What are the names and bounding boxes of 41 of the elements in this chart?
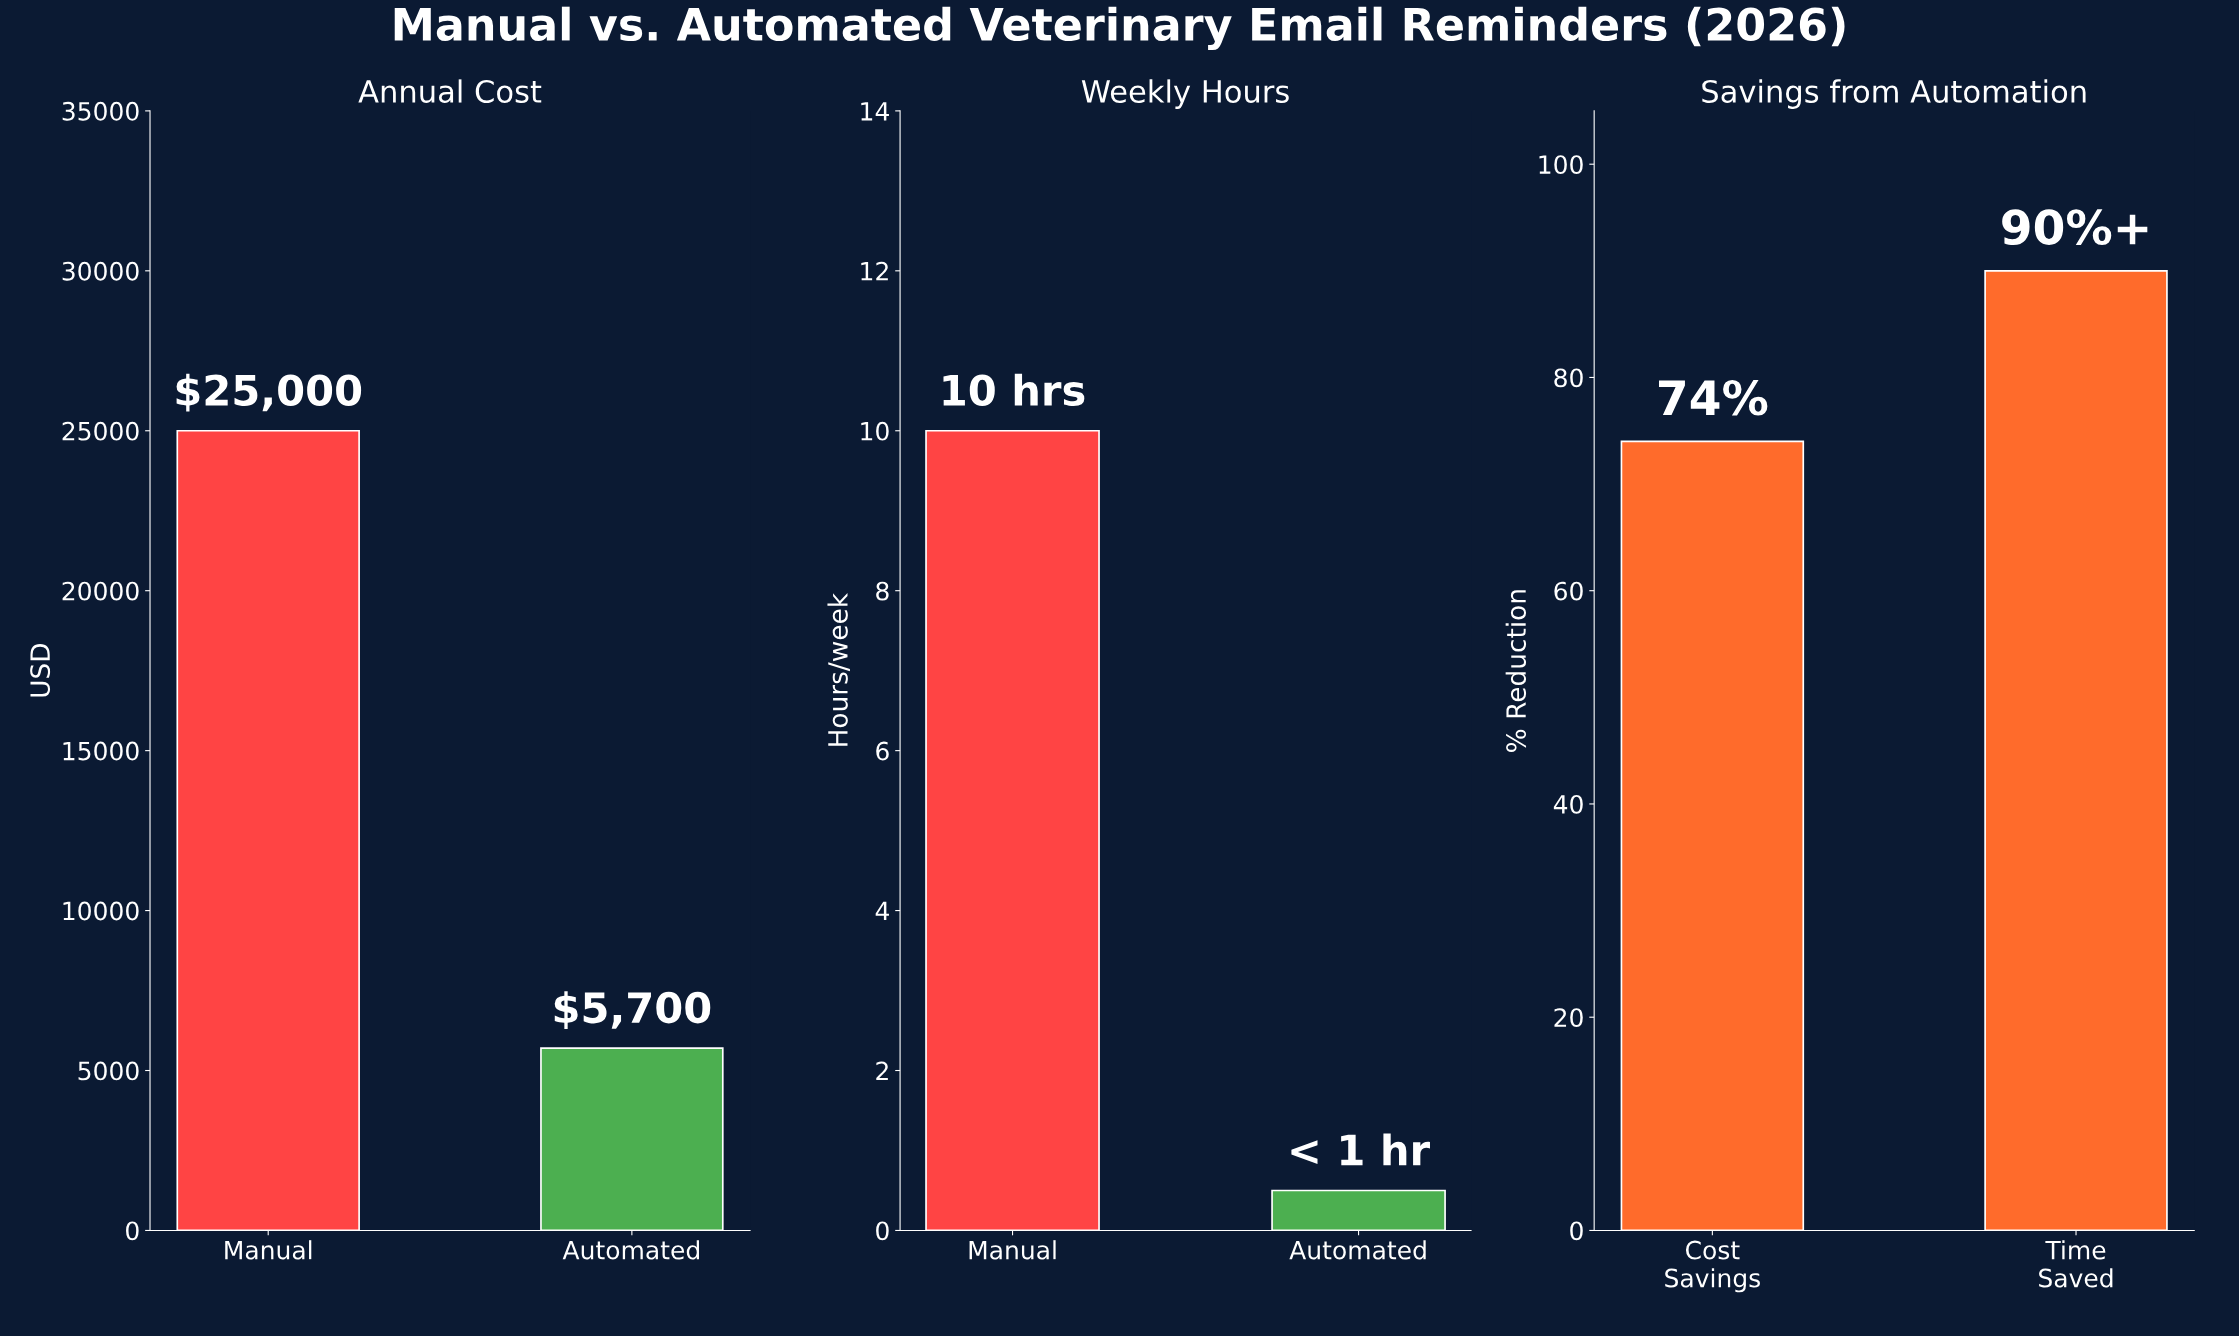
x-tick-label: Manual [225,1240,312,1260]
y-tick-label: 12 [861,261,888,281]
chart-title: Savings from Automation [1702,79,2086,109]
y-tick-label: 6 [876,741,889,761]
data-label: $5,700 [554,991,711,1029]
x-tick-label: Manual [969,1240,1056,1260]
y-axis-title: % Reduction [1505,590,1527,752]
y-tick-label: 100 [1539,155,1583,175]
y-tick-label: 25000 [62,421,139,441]
x-tick-label: Time Saved [2039,1240,2113,1288]
y-tick-label: 60 [1554,581,1583,601]
y-axis-title: Hours/week [827,592,850,746]
y-tick-label: 8 [876,581,889,601]
y-tick-label: 0 [876,1221,889,1241]
data-label: 74% [1659,379,1768,416]
x-tick-label: Cost Savings [1665,1240,1760,1293]
chart-title: Weekly Hours [1081,79,1289,109]
y-tick-label: 40 [1553,794,1583,814]
data-label: 10 hrs [943,373,1085,407]
y-tick-label: 14 [861,102,889,121]
y-tick-label: 4 [875,901,889,921]
chart-title: Annual Cost [358,79,542,103]
y-tick-label: 2 [876,1061,888,1081]
y-axis-title: USD [30,644,51,697]
data-label: 90%+ [2002,209,2148,246]
text: Manual vs. Automated Veterinary Email Reminders (2026) [394,6,1845,51]
y-tick-label: 35000 [62,101,139,121]
x-tick-label: Automated [562,1240,699,1260]
y-tick-label: 20000 [62,581,139,601]
y-tick-label: 15000 [63,741,139,761]
data-label: $25,000 [176,373,362,412]
y-tick-label: 80 [1554,368,1583,388]
y-tick-label: 5000 [78,1061,139,1081]
y-tick-label: 30000 [62,261,139,281]
y-tick-label: 0 [126,1221,139,1241]
y-tick-label: 10 [861,421,889,441]
data-label: < 1 hr [1291,1133,1431,1166]
y-tick-label: 20 [1554,1008,1583,1028]
y-tick-label: 0 [1570,1221,1583,1241]
x-tick-label: Automated [1289,1240,1426,1260]
y-tick-label: 10000 [63,901,139,921]
